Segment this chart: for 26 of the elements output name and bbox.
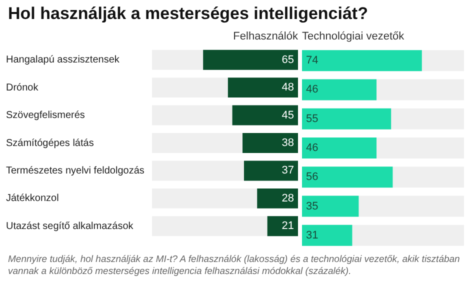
data-label: 56 <box>306 171 318 184</box>
y-tick-label: Utazást segítő alkalmazások <box>6 220 134 232</box>
data-label: 38 <box>282 137 294 150</box>
data-label: 48 <box>282 82 294 94</box>
series-label: Felhasználók <box>233 30 298 43</box>
bar <box>267 216 298 236</box>
data-label: 74 <box>306 54 318 67</box>
data-label: 35 <box>306 200 318 212</box>
chart-title: Hol használják a mesterséges intelligenciát? <box>8 4 368 24</box>
data-label: 37 <box>282 164 294 177</box>
text: Mennyire tudják, hol használják az MI-t? A felhasználók (lakosság) és a technológiai vezetők, akik tisztában vannak a különböző mesterséges intelligencia felhasználási módokkal (százalék). <box>8 254 461 278</box>
y-tick-label: Számítógépes látás <box>6 138 94 149</box>
data-label: 21 <box>282 220 294 232</box>
y-tick-label: Szövegfelismerés <box>6 110 85 122</box>
data-label: 45 <box>282 109 294 122</box>
data-label: 46 <box>306 142 318 154</box>
y-tick-label: Drónok <box>6 82 40 94</box>
data-label: 65 <box>282 54 294 66</box>
y-tick-label: Természetes nyelvi feldolgozás <box>6 165 144 176</box>
data-label: 46 <box>306 84 318 96</box>
y-tick-label: Játékkonzol <box>6 193 59 204</box>
y-tick-label: Hangalapú asszisztensek <box>6 54 120 66</box>
data-label: 31 <box>306 229 318 242</box>
data-label: 28 <box>282 192 294 204</box>
data-label: 55 <box>306 112 318 125</box>
series-label: Technológiai vezetők <box>302 30 405 43</box>
